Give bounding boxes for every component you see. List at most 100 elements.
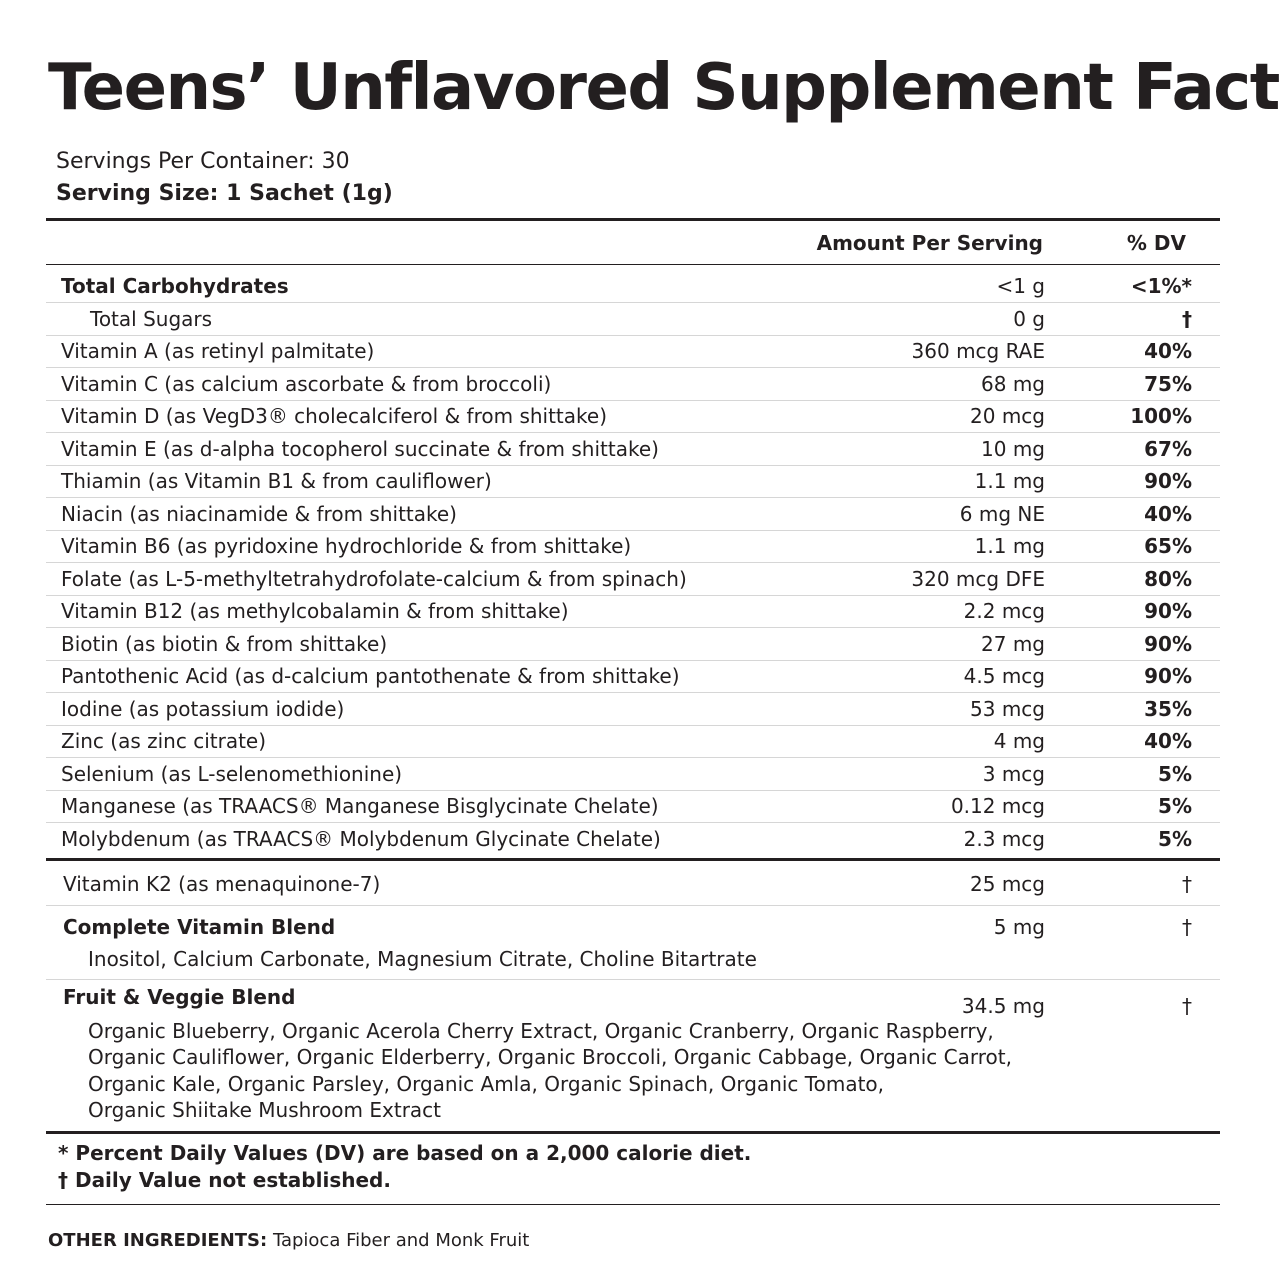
blend-dv: † — [1182, 915, 1192, 939]
nutrient-amount: 1.1 mg — [974, 534, 1045, 558]
footnote-rule — [46, 1131, 1220, 1134]
complete-vitamin-blend: Complete Vitamin Blend 5 mg † Inositol, … — [46, 914, 1220, 974]
nutrient-row: Vitamin B6 (as pyridoxine hydrochloride … — [46, 530, 1220, 562]
row-separator — [46, 724, 1220, 726]
nutrient-amount: 2.2 mcg — [963, 599, 1045, 623]
nutrient-name: Vitamin C (as calcium ascorbate & from b… — [61, 371, 552, 396]
nutrient-amount: 320 mcg DFE — [911, 566, 1045, 591]
nutrient-dv: 90% — [1144, 631, 1192, 656]
fruit-veggie-blend: Fruit & Veggie Blend 34.5 mg † Organic B… — [46, 984, 1220, 1124]
nutrient-name: Total Sugars — [90, 306, 213, 331]
nutrient-amount: 0.12 mcg — [950, 794, 1045, 818]
nutrient-dv: 65% — [1144, 534, 1192, 558]
nutrient-amount: 53 mcg — [970, 696, 1045, 721]
nutrient-row-vitamin-k2: Vitamin K2 (as menaquinone-7) 25 mcg † — [46, 868, 1220, 900]
nutrient-dv: † — [1182, 872, 1192, 896]
nutrient-dv: 90% — [1144, 664, 1192, 688]
section-divider — [46, 858, 1220, 861]
serving-size: Serving Size: 1 Sachet (1g) — [56, 181, 393, 206]
row-separator — [46, 659, 1220, 661]
blend-name: Complete Vitamin Blend — [63, 915, 336, 939]
row-separator — [46, 594, 1220, 596]
other-ingredients-value: Tapioca Fiber and Monk Fruit — [272, 1230, 530, 1251]
row-separator — [46, 822, 1220, 823]
row-separator — [46, 399, 1220, 401]
nutrient-name: Total Carbohydrates — [61, 274, 289, 298]
nutrient-row: Molybdenum (as TRAACS® Molybdenum Glycin… — [46, 823, 1220, 855]
blend-name: Fruit & Veggie Blend — [63, 985, 296, 1009]
nutrient-dv: 75% — [1144, 371, 1192, 396]
nutrient-amount: 0 g — [1013, 306, 1045, 331]
row-separator — [46, 905, 1220, 906]
row-separator — [46, 627, 1220, 628]
nutrient-dv: 40% — [1144, 339, 1192, 363]
other-ingredients: OTHER INGREDIENTS: Tapioca Fiber and Mon… — [48, 1228, 529, 1254]
row-separator — [46, 334, 1220, 336]
nutrient-amount: 2.3 mcg — [963, 826, 1045, 851]
row-separator — [46, 979, 1220, 980]
servings-per-container: Servings Per Container: 30 — [56, 149, 350, 174]
nutrient-row: Vitamin C (as calcium ascorbate & from b… — [46, 368, 1220, 400]
header-rule-top — [46, 218, 1220, 221]
nutrient-name: Biotin (as biotin & from shittake) — [61, 631, 388, 656]
nutrient-amount: 360 mcg RAE — [911, 339, 1045, 363]
blend-amount: 5 mg — [993, 915, 1045, 939]
nutrient-row: Total Sugars 0 g † — [46, 303, 1220, 335]
nutrient-name: Iodine (as potassium iodide) — [61, 696, 345, 721]
nutrient-name: Selenium (as L-selenomethionine) — [61, 761, 403, 786]
nutrient-row: Pantothenic Acid (as d-calcium pantothen… — [46, 660, 1220, 692]
row-separator — [46, 789, 1220, 791]
nutrient-dv: † — [1182, 306, 1192, 331]
row-separator — [46, 757, 1220, 758]
nutrient-row: Vitamin E (as d-alpha tocopherol succina… — [46, 433, 1220, 465]
nutrient-dv: <1%* — [1130, 274, 1192, 298]
nutrient-dv: 5% — [1158, 761, 1192, 786]
nutrient-row: Manganese (as TRAACS® Manganese Bisglyci… — [46, 790, 1220, 822]
footnote-dv-basis: * Percent Daily Values (DV) are based on… — [58, 1141, 752, 1165]
nutrient-amount: 20 mcg — [970, 404, 1045, 428]
page-title: Teens’ Unflavored Supplement Facts — [48, 51, 1280, 125]
nutrient-amount: 10 mg — [981, 436, 1045, 461]
row-separator — [46, 464, 1220, 466]
nutrient-amount: 27 mg — [981, 631, 1045, 656]
row-separator — [46, 562, 1220, 563]
nutrient-dv: 5% — [1158, 794, 1192, 818]
nutrient-amount: 25 mcg — [970, 872, 1045, 896]
blend-ingredients-line: Organic Cauliflower, Organic Elderberry,… — [88, 1045, 1012, 1069]
nutrient-row: Zinc (as zinc citrate) 4 mg 40% — [46, 725, 1220, 757]
nutrient-amount: 4.5 mcg — [963, 664, 1045, 688]
nutrient-name: Zinc (as zinc citrate) — [61, 729, 267, 753]
nutrient-amount: 3 mcg — [982, 761, 1045, 786]
blend-dv: † — [1182, 994, 1192, 1018]
nutrient-name: Manganese (as TRAACS® Manganese Bisglyci… — [61, 794, 659, 818]
nutrient-name: Vitamin A (as retinyl palmitate) — [61, 339, 375, 363]
footnote-dv-not-established: † Daily Value not established. — [58, 1168, 391, 1192]
nutrient-amount: 68 mg — [981, 371, 1045, 396]
nutrient-row: Vitamin D (as VegD3® cholecalciferol & f… — [46, 400, 1220, 432]
other-ingredients-label: OTHER INGREDIENTS: — [48, 1230, 268, 1251]
nutrient-dv: 90% — [1144, 469, 1192, 493]
nutrient-name: Folate (as L-5-methyltetrahydrofolate-ca… — [61, 566, 687, 591]
nutrient-row: Vitamin B12 (as methylcobalamin & from s… — [46, 595, 1220, 627]
nutrient-name: Vitamin D (as VegD3® cholecalciferol & f… — [61, 404, 608, 428]
blend-amount: 34.5 mg — [961, 994, 1045, 1018]
nutrient-name: Vitamin B6 (as pyridoxine hydrochloride … — [61, 534, 632, 558]
nutrient-name: Pantothenic Acid (as d-calcium pantothen… — [61, 664, 680, 688]
nutrient-row: Selenium (as L-selenomethionine) 3 mcg 5% — [46, 758, 1220, 790]
row-separator — [46, 367, 1220, 368]
nutrient-name: Vitamin B12 (as methylcobalamin & from s… — [61, 599, 569, 623]
nutrient-name: Thiamin (as Vitamin B1 & from cauliflowe… — [61, 469, 492, 493]
nutrient-dv: 80% — [1144, 566, 1192, 591]
row-separator — [46, 432, 1220, 433]
blend-ingredients: Inositol, Calcium Carbonate, Magnesium C… — [88, 947, 757, 971]
nutrient-row: Niacin (as niacinamide & from shittake) 6… — [46, 498, 1220, 530]
nutrient-row: Iodine (as potassium iodide) 53 mcg 35% — [46, 693, 1220, 725]
nutrient-row: Thiamin (as Vitamin B1 & from cauliflowe… — [46, 465, 1220, 497]
nutrient-amount: 6 mg NE — [959, 501, 1045, 526]
amount-column-header: Amount Per Serving — [816, 231, 1043, 255]
nutrient-amount: <1 g — [996, 274, 1045, 298]
row-separator — [46, 302, 1220, 303]
nutrient-dv: 40% — [1144, 729, 1192, 753]
nutrient-row: Total Carbohydrates <1 g <1%* — [46, 270, 1220, 302]
nutrient-amount: 1.1 mg — [974, 469, 1045, 493]
